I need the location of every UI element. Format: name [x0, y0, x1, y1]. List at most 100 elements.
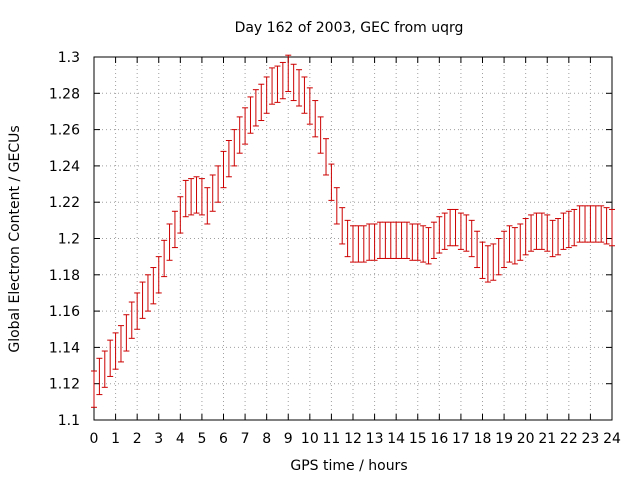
- data-point: [134, 292, 141, 330]
- y-tick-label: 1.1: [58, 413, 80, 429]
- data-point: [495, 238, 502, 276]
- data-point: [474, 230, 481, 269]
- data-point: [96, 357, 103, 396]
- data-point: [587, 205, 594, 243]
- data-point: [441, 212, 448, 250]
- data-point: [225, 139, 232, 178]
- data-point: [501, 230, 508, 269]
- data-point: [274, 65, 281, 103]
- y-tick-labels: 1.1 1.12 1.14 1.16 1.18 1.2 1.22 1.24 1.26 1.28 1.…: [49, 50, 80, 429]
- x-tick-label: 24: [603, 431, 621, 447]
- data-point: [117, 325, 124, 363]
- data-point: [376, 221, 383, 259]
- data-point: [144, 274, 151, 312]
- data-point: [609, 208, 615, 247]
- x-tick-label: 12: [344, 431, 362, 447]
- y-axis-label: Global Electron Content / GECUs: [7, 125, 23, 352]
- data-point: [247, 96, 254, 134]
- x-tick-label: 7: [241, 431, 250, 447]
- data-point: [582, 205, 589, 243]
- data-point: [177, 196, 184, 234]
- data-point: [425, 227, 432, 265]
- data-point: [91, 370, 97, 408]
- data-point: [171, 210, 178, 249]
- data-point: [490, 243, 497, 281]
- chart-title: Day 162 of 2003, GEC from uqrg: [235, 20, 464, 36]
- data-point: [382, 221, 389, 259]
- data-point: [511, 227, 518, 265]
- y-tick-label: 1.24: [49, 159, 80, 175]
- x-tick-label: 21: [538, 431, 556, 447]
- data-point: [296, 69, 303, 107]
- data-point: [339, 207, 346, 245]
- data-point: [112, 332, 119, 370]
- data-point: [263, 76, 270, 114]
- y-tick-label: 1.26: [49, 123, 80, 139]
- data-point: [306, 87, 313, 125]
- x-tick-label: 4: [176, 431, 185, 447]
- data-point: [290, 63, 297, 102]
- data-point: [123, 314, 130, 352]
- data-point: [215, 165, 222, 203]
- data-point: [198, 178, 205, 216]
- x-tick-label: 3: [154, 431, 163, 447]
- data-point: [403, 221, 410, 259]
- data-point: [344, 219, 351, 258]
- data-point: [166, 223, 173, 261]
- data-point: [107, 339, 114, 377]
- data-point: [468, 219, 475, 258]
- data-point: [528, 214, 535, 252]
- data-point: [360, 225, 367, 263]
- data-point: [204, 187, 211, 225]
- data-point: [101, 350, 108, 388]
- y-tick-label: 1.12: [49, 377, 80, 393]
- data-point: [538, 212, 545, 250]
- data-point: [182, 179, 189, 218]
- data-point: [592, 205, 599, 243]
- x-tick-label: 16: [430, 431, 448, 447]
- data-point: [323, 138, 330, 176]
- data-point: [436, 216, 443, 254]
- data-point: [506, 225, 513, 263]
- data-point: [387, 221, 394, 259]
- x-tick-label: 1: [111, 431, 120, 447]
- x-axis-label: GPS time / hours: [290, 458, 407, 474]
- error-bars: [91, 54, 615, 408]
- data-point: [571, 208, 578, 247]
- x-tick-label: 18: [474, 431, 492, 447]
- x-tick-label: 6: [219, 431, 228, 447]
- data-point: [312, 100, 319, 138]
- data-point: [447, 208, 454, 247]
- x-tick-label: 19: [495, 431, 513, 447]
- data-point: [231, 129, 238, 167]
- data-point: [560, 212, 567, 250]
- y-tick-label: 1.16: [49, 304, 80, 320]
- data-point: [430, 221, 437, 259]
- data-point: [565, 210, 572, 249]
- x-tick-label: 5: [197, 431, 206, 447]
- y-tick-label: 1.14: [49, 340, 80, 356]
- data-point: [533, 212, 540, 250]
- data-point: [161, 239, 168, 278]
- x-tick-label: 15: [409, 431, 427, 447]
- x-tick-label: 13: [366, 431, 384, 447]
- data-point: [252, 89, 259, 127]
- data-point: [285, 54, 292, 92]
- x-tick-label: 11: [323, 431, 341, 447]
- x-tick-label: 2: [133, 431, 142, 447]
- data-point: [333, 187, 340, 225]
- y-tick-label: 1.3: [58, 50, 80, 66]
- data-point: [242, 107, 249, 145]
- data-point: [128, 301, 135, 339]
- data-point: [155, 256, 162, 294]
- x-tick-label: 8: [262, 431, 271, 447]
- x-tick-label: 23: [582, 431, 600, 447]
- data-point: [269, 67, 276, 105]
- x-tick-label: 22: [560, 431, 578, 447]
- y-tick-label: 1.18: [49, 268, 80, 284]
- data-point: [409, 223, 416, 261]
- x-tick-labels: 0 1 2 3 4 5 6 7 8 9 10 11 12 13 14 15 16 17 18 19 20 21 22 23 24: [90, 431, 621, 447]
- data-point: [549, 219, 556, 258]
- data-point: [544, 214, 551, 252]
